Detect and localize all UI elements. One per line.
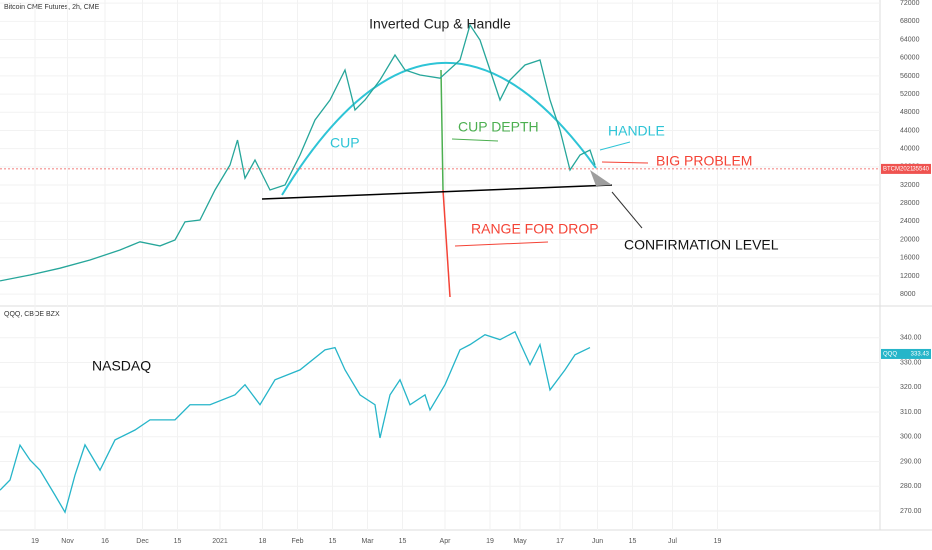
drop-line — [442, 189, 451, 298]
last-price-box — [881, 348, 931, 359]
y-tick-label: 300.00 — [900, 434, 922, 441]
x-tick-label: Nov — [61, 538, 74, 545]
x-tick-label: 15 — [399, 538, 407, 545]
arrow — [599, 141, 631, 151]
price-line — [0, 330, 591, 514]
y-tick-label: 72000 — [900, 0, 920, 7]
annotation: HANDLE — [608, 123, 665, 139]
x-tick-label: Jul — [668, 538, 677, 545]
x-tick-label: Feb — [291, 538, 303, 545]
annotation: Inverted Cup & Handle — [369, 16, 511, 32]
x-tick-label: 19 — [714, 538, 722, 545]
handle-triangle — [590, 170, 612, 186]
pane-title: Bitcoin CME Futures, 2h, CME — [4, 4, 100, 11]
y-tick-label: 280.00 — [900, 483, 922, 490]
y-tick-label: 56000 — [900, 73, 920, 80]
price-line — [0, 23, 596, 282]
annotation: RANGE FOR DROP — [471, 221, 599, 237]
y-tick-label: 24000 — [900, 218, 920, 225]
x-tick-label: 15 — [329, 538, 337, 545]
x-tick-label: 18 — [259, 538, 267, 545]
y-tick-label: 12000 — [900, 273, 920, 280]
x-tick-label: 2021 — [212, 538, 228, 545]
y-tick-label: 28000 — [900, 200, 920, 207]
annotation: CONFIRMATION LEVEL — [624, 237, 779, 253]
arrow — [601, 161, 649, 164]
annotation: NASDAQ — [92, 358, 151, 374]
y-tick-label: 44000 — [900, 127, 920, 134]
x-tick-label: 16 — [101, 538, 109, 545]
x-tick-label: Mar — [361, 538, 374, 545]
y-tick-label: 40000 — [900, 145, 920, 152]
y-tick-label: 340.00 — [900, 335, 922, 342]
x-tick-label: 15 — [174, 538, 182, 545]
x-tick-label: 17 — [556, 538, 564, 545]
y-tick-label: 68000 — [900, 18, 920, 25]
pane-title: QQQ, CBOE BZX — [4, 311, 60, 318]
y-tick-label: 330.00 — [900, 359, 922, 366]
last-price: 333.43 — [911, 352, 930, 358]
y-tick-label: 270.00 — [900, 508, 922, 515]
x-tick-label: Dec — [136, 538, 149, 545]
annotation: CUP — [330, 135, 360, 151]
annotation: CUP DEPTH — [458, 119, 539, 135]
x-tick-label: 15 — [629, 538, 637, 545]
last-price: 35540 — [912, 166, 929, 172]
x-tick-label: 19 — [486, 538, 494, 545]
y-tick-label: 48000 — [900, 109, 920, 116]
y-tick-label: 320.00 — [900, 384, 922, 391]
arrow — [611, 191, 643, 229]
x-tick-label: May — [513, 538, 527, 545]
y-tick-label: 52000 — [900, 91, 920, 98]
x-tick-label: Apr — [440, 538, 452, 545]
cup-depth-line — [440, 69, 444, 191]
confirmation-line — [261, 184, 613, 200]
annotation: BIG PROBLEM — [656, 153, 752, 169]
x-tick-label: 19 — [31, 538, 39, 545]
y-tick-label: 310.00 — [900, 409, 922, 416]
arrow — [451, 138, 499, 142]
y-tick-label: 290.00 — [900, 458, 922, 465]
y-tick-label: 20000 — [900, 236, 920, 243]
y-tick-label: 32000 — [900, 182, 920, 189]
arrow — [454, 241, 549, 247]
last-symbol: BTCM2021 — [883, 166, 914, 172]
y-tick-label: 64000 — [900, 36, 920, 43]
y-tick-label: 8000 — [900, 291, 916, 298]
y-tick-label: 60000 — [900, 55, 920, 62]
cup-arc — [281, 62, 597, 196]
last-symbol: QQQ — [883, 352, 897, 358]
last-price-box — [881, 163, 931, 174]
y-tick-label: 16000 — [900, 255, 920, 262]
x-tick-label: Jun — [592, 538, 603, 545]
